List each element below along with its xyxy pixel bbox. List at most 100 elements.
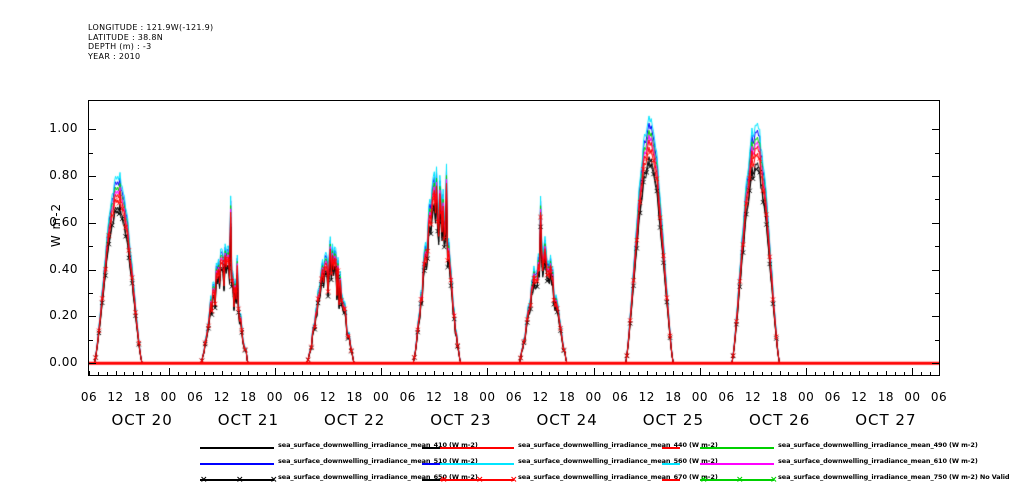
- x-minor-tick: [452, 372, 454, 376]
- x-minor-tick: [726, 372, 728, 376]
- x-tick-label: 00: [373, 390, 390, 404]
- y-tick-mark: [932, 316, 939, 318]
- x-minor-tick: [859, 372, 861, 376]
- y-tick-mark: [89, 222, 96, 224]
- legend-marker-x-icon: ×: [736, 475, 744, 485]
- x-minor-tick: [646, 372, 648, 376]
- x-tick-mark: [912, 368, 914, 375]
- x-minor-tick: [212, 372, 214, 376]
- x-minor-tick: [469, 372, 471, 376]
- x-minor-tick: [832, 372, 834, 376]
- x-minor-tick: [89, 372, 90, 376]
- x-minor-tick: [620, 372, 622, 376]
- x-day-label: OCT 26: [748, 411, 811, 429]
- x-minor-tick: [425, 372, 427, 376]
- legend-label: sea_surface_downwelling_irradiance_mean_…: [518, 473, 718, 481]
- x-minor-tick: [195, 372, 197, 376]
- x-tick-label: 12: [319, 390, 337, 404]
- legend-line-swatch: [200, 447, 274, 449]
- x-minor-tick: [912, 372, 914, 376]
- x-day-label: OCT 20: [111, 411, 173, 429]
- x-minor-tick: [717, 372, 719, 376]
- y-minor-tick: [935, 129, 939, 131]
- x-tick-label: 12: [213, 390, 230, 404]
- x-tick-label: 06: [930, 390, 948, 404]
- y-minor-tick: [89, 129, 93, 131]
- latitude-text: LATITUDE : 38.8N: [88, 32, 164, 42]
- legend-line-swatch: [700, 463, 774, 465]
- y-tick-mark: [89, 363, 96, 365]
- year-text: YEAR : 2010: [88, 51, 141, 61]
- x-minor-tick: [797, 372, 799, 376]
- x-minor-tick: [930, 372, 932, 376]
- y-tick-mark: [932, 363, 939, 365]
- x-minor-tick: [345, 372, 347, 376]
- x-tick-label: 06: [612, 390, 629, 404]
- x-minor-tick: [159, 372, 161, 376]
- x-tick-mark: [487, 368, 489, 375]
- x-tick-label: 00: [691, 390, 709, 404]
- x-minor-tick: [266, 372, 268, 376]
- x-minor-tick: [310, 372, 312, 376]
- legend-line-swatch: [700, 479, 774, 481]
- x-minor-tick: [770, 372, 772, 376]
- x-minor-tick: [699, 372, 701, 376]
- legend-marker-x-icon: ×: [770, 475, 778, 485]
- x-day-label: OCT 24: [536, 411, 598, 429]
- legend-label: sea_surface_downwelling_irradiance_mean_…: [518, 441, 718, 449]
- y-minor-tick: [89, 175, 93, 177]
- y-tick-label: 0.00: [49, 355, 78, 370]
- x-tick-label: 12: [638, 390, 655, 404]
- x-minor-tick: [487, 372, 489, 376]
- x-minor-tick: [239, 372, 241, 376]
- x-tick-label: 00: [904, 390, 921, 404]
- x-minor-tick: [567, 372, 569, 376]
- x-minor-tick: [815, 372, 817, 376]
- x-minor-tick: [177, 372, 179, 376]
- x-minor-tick: [133, 372, 135, 376]
- x-day-label: OCT 25: [642, 411, 705, 429]
- x-tick-mark: [381, 368, 383, 375]
- y-minor-tick: [935, 199, 939, 201]
- x-tick-label: 06: [399, 390, 416, 404]
- x-minor-tick: [522, 372, 524, 376]
- x-minor-tick: [319, 372, 321, 376]
- y-minor-tick: [89, 152, 93, 154]
- x-minor-tick: [664, 372, 666, 376]
- x-minor-tick: [558, 372, 560, 376]
- x-minor-tick: [939, 372, 940, 376]
- x-minor-tick: [390, 372, 392, 376]
- x-tick-mark: [274, 368, 276, 375]
- x-minor-tick: [841, 372, 843, 376]
- x-minor-tick: [434, 372, 436, 376]
- x-minor-tick: [735, 372, 737, 376]
- x-tick-label: 00: [798, 390, 815, 404]
- x-tick-mark: [168, 368, 170, 375]
- x-minor-tick: [478, 372, 480, 376]
- x-minor-tick: [894, 372, 896, 376]
- station-metadata: LONGITUDE : 121.9W(-121.9) LATITUDE : 38…: [88, 23, 213, 61]
- x-tick-label: 12: [532, 390, 549, 404]
- x-minor-tick: [549, 372, 551, 376]
- x-minor-tick: [274, 372, 276, 376]
- x-minor-tick: [398, 372, 400, 376]
- legend-line-extension: [662, 479, 680, 481]
- x-minor-tick: [779, 372, 781, 376]
- y-tick-mark: [89, 269, 96, 271]
- x-minor-tick: [168, 372, 170, 376]
- x-minor-tick: [575, 372, 577, 376]
- legend-marker-x-icon: ×: [200, 475, 208, 485]
- x-tick-label: 18: [346, 390, 363, 404]
- x-minor-tick: [142, 372, 144, 376]
- x-tick-label: 12: [851, 390, 868, 404]
- x-minor-tick: [761, 372, 763, 376]
- legend-label: sea_surface_downwelling_irradiance_mean_…: [778, 441, 978, 449]
- y-minor-tick: [935, 246, 939, 248]
- x-minor-tick: [381, 372, 383, 376]
- y-minor-tick: [89, 246, 93, 248]
- x-day-label: OCT 21: [217, 411, 280, 429]
- legend-line-extension: [662, 463, 680, 465]
- x-minor-tick: [336, 372, 338, 376]
- x-tick-label: 18: [240, 390, 257, 404]
- x-tick-label: 06: [80, 390, 98, 404]
